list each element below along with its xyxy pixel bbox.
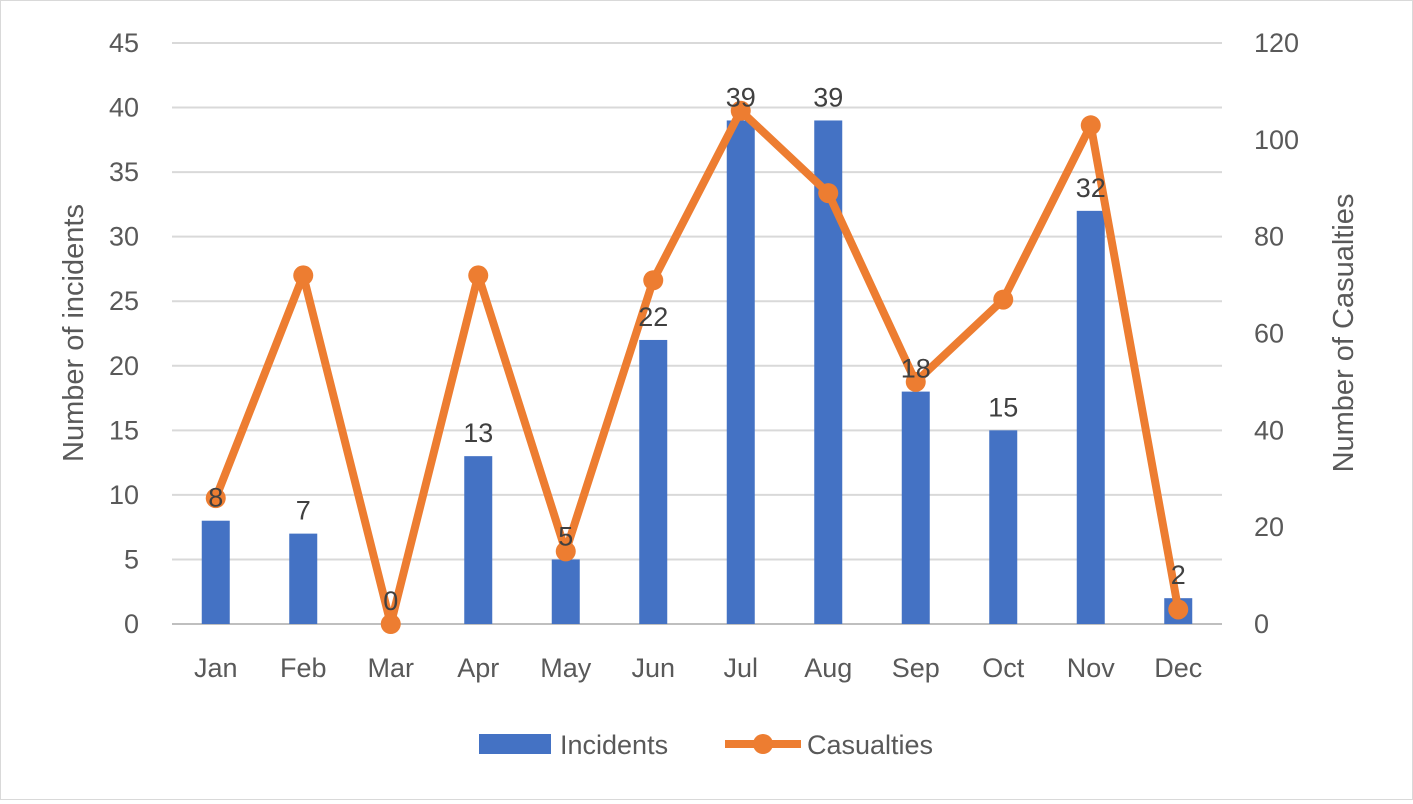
y-tick-label: 20 bbox=[109, 351, 139, 381]
y-tick-label: 30 bbox=[109, 222, 139, 252]
x-axis-ticks: Jan Feb Mar Apr May Jun Jul Aug Sep Oct Nov Dec bbox=[194, 653, 1202, 683]
bar bbox=[464, 456, 493, 624]
x-tick-label: Jun bbox=[631, 653, 675, 683]
line-point bbox=[468, 265, 489, 286]
y2-tick-label: 0 bbox=[1254, 609, 1269, 639]
y2-tick-label: 20 bbox=[1254, 512, 1284, 542]
data-label: 8 bbox=[208, 483, 223, 513]
data-labels: 8 7 0 13 5 22 39 39 18 15 32 2 bbox=[208, 82, 1186, 616]
bar bbox=[989, 430, 1018, 624]
x-tick-label: Jan bbox=[194, 653, 238, 683]
line-point bbox=[380, 614, 401, 634]
x-tick-label: Mar bbox=[368, 653, 415, 683]
x-tick-label: Apr bbox=[457, 653, 499, 683]
data-label: 32 bbox=[1076, 173, 1106, 203]
bar bbox=[551, 559, 580, 624]
data-label: 7 bbox=[296, 496, 311, 526]
line-point bbox=[905, 371, 926, 392]
x-tick-label: Nov bbox=[1067, 653, 1116, 683]
y-tick-label: 25 bbox=[109, 286, 139, 316]
line-point bbox=[1080, 115, 1101, 136]
bar bbox=[726, 120, 755, 624]
line-point bbox=[730, 100, 751, 121]
line-series-casualties bbox=[205, 100, 1189, 634]
legend-label-casualties: Casualties bbox=[807, 730, 933, 760]
line-path bbox=[211, 106, 1183, 628]
data-label: 39 bbox=[726, 82, 756, 112]
line-point bbox=[993, 289, 1014, 310]
y2-axis-title: Number of Casualties bbox=[1328, 194, 1360, 473]
line-point bbox=[293, 265, 314, 286]
y-tick-label: 0 bbox=[124, 609, 139, 639]
data-label: 2 bbox=[1171, 560, 1186, 590]
y2-tick-label: 60 bbox=[1254, 319, 1284, 349]
data-label: 0 bbox=[383, 586, 398, 616]
x-tick-label: Feb bbox=[280, 653, 327, 683]
y2-tick-label: 120 bbox=[1254, 28, 1299, 58]
data-label: 13 bbox=[463, 418, 493, 448]
data-label: 5 bbox=[558, 521, 573, 551]
x-tick-label: Dec bbox=[1154, 653, 1202, 683]
bar bbox=[639, 339, 668, 624]
gridlines bbox=[172, 42, 1222, 625]
x-tick-label: Aug bbox=[804, 653, 852, 683]
x-tick-label: Sep bbox=[892, 653, 940, 683]
y2-tick-label: 80 bbox=[1254, 222, 1284, 252]
bar bbox=[201, 520, 230, 624]
data-label: 18 bbox=[901, 354, 931, 384]
legend-label-incidents: Incidents bbox=[560, 730, 668, 760]
y-axis-left-ticks: 0 5 10 15 20 25 30 35 40 45 bbox=[109, 28, 139, 639]
bar bbox=[289, 533, 318, 624]
x-tick-label: May bbox=[540, 653, 592, 683]
y-tick-label: 40 bbox=[109, 93, 139, 123]
line-point bbox=[1168, 599, 1189, 620]
data-label: 39 bbox=[813, 82, 843, 112]
y-tick-label: 45 bbox=[109, 28, 139, 58]
y2-tick-label: 40 bbox=[1254, 415, 1284, 445]
bar bbox=[1076, 210, 1105, 624]
legend: Incidents Casualties bbox=[479, 730, 933, 760]
line-point bbox=[818, 183, 839, 204]
y-tick-label: 10 bbox=[109, 480, 139, 510]
y-tick-label: 35 bbox=[109, 157, 139, 187]
legend-marker-casualties bbox=[753, 734, 773, 754]
x-tick-label: Oct bbox=[982, 653, 1025, 683]
bar bbox=[901, 391, 930, 624]
line-point bbox=[643, 270, 664, 291]
y2-tick-label: 100 bbox=[1254, 125, 1299, 155]
x-tick-label: Jul bbox=[723, 653, 758, 683]
y-tick-label: 5 bbox=[124, 544, 139, 574]
y-axis-title: Number of incidents bbox=[58, 204, 90, 462]
y-axis-right-ticks: 0 20 40 60 80 100 120 bbox=[1254, 28, 1299, 639]
line-point bbox=[205, 488, 226, 509]
data-label: 15 bbox=[988, 392, 1018, 422]
data-label: 22 bbox=[638, 302, 668, 332]
y-tick-label: 15 bbox=[109, 415, 139, 445]
line-point bbox=[555, 541, 576, 562]
legend-swatch-incidents bbox=[479, 734, 551, 754]
